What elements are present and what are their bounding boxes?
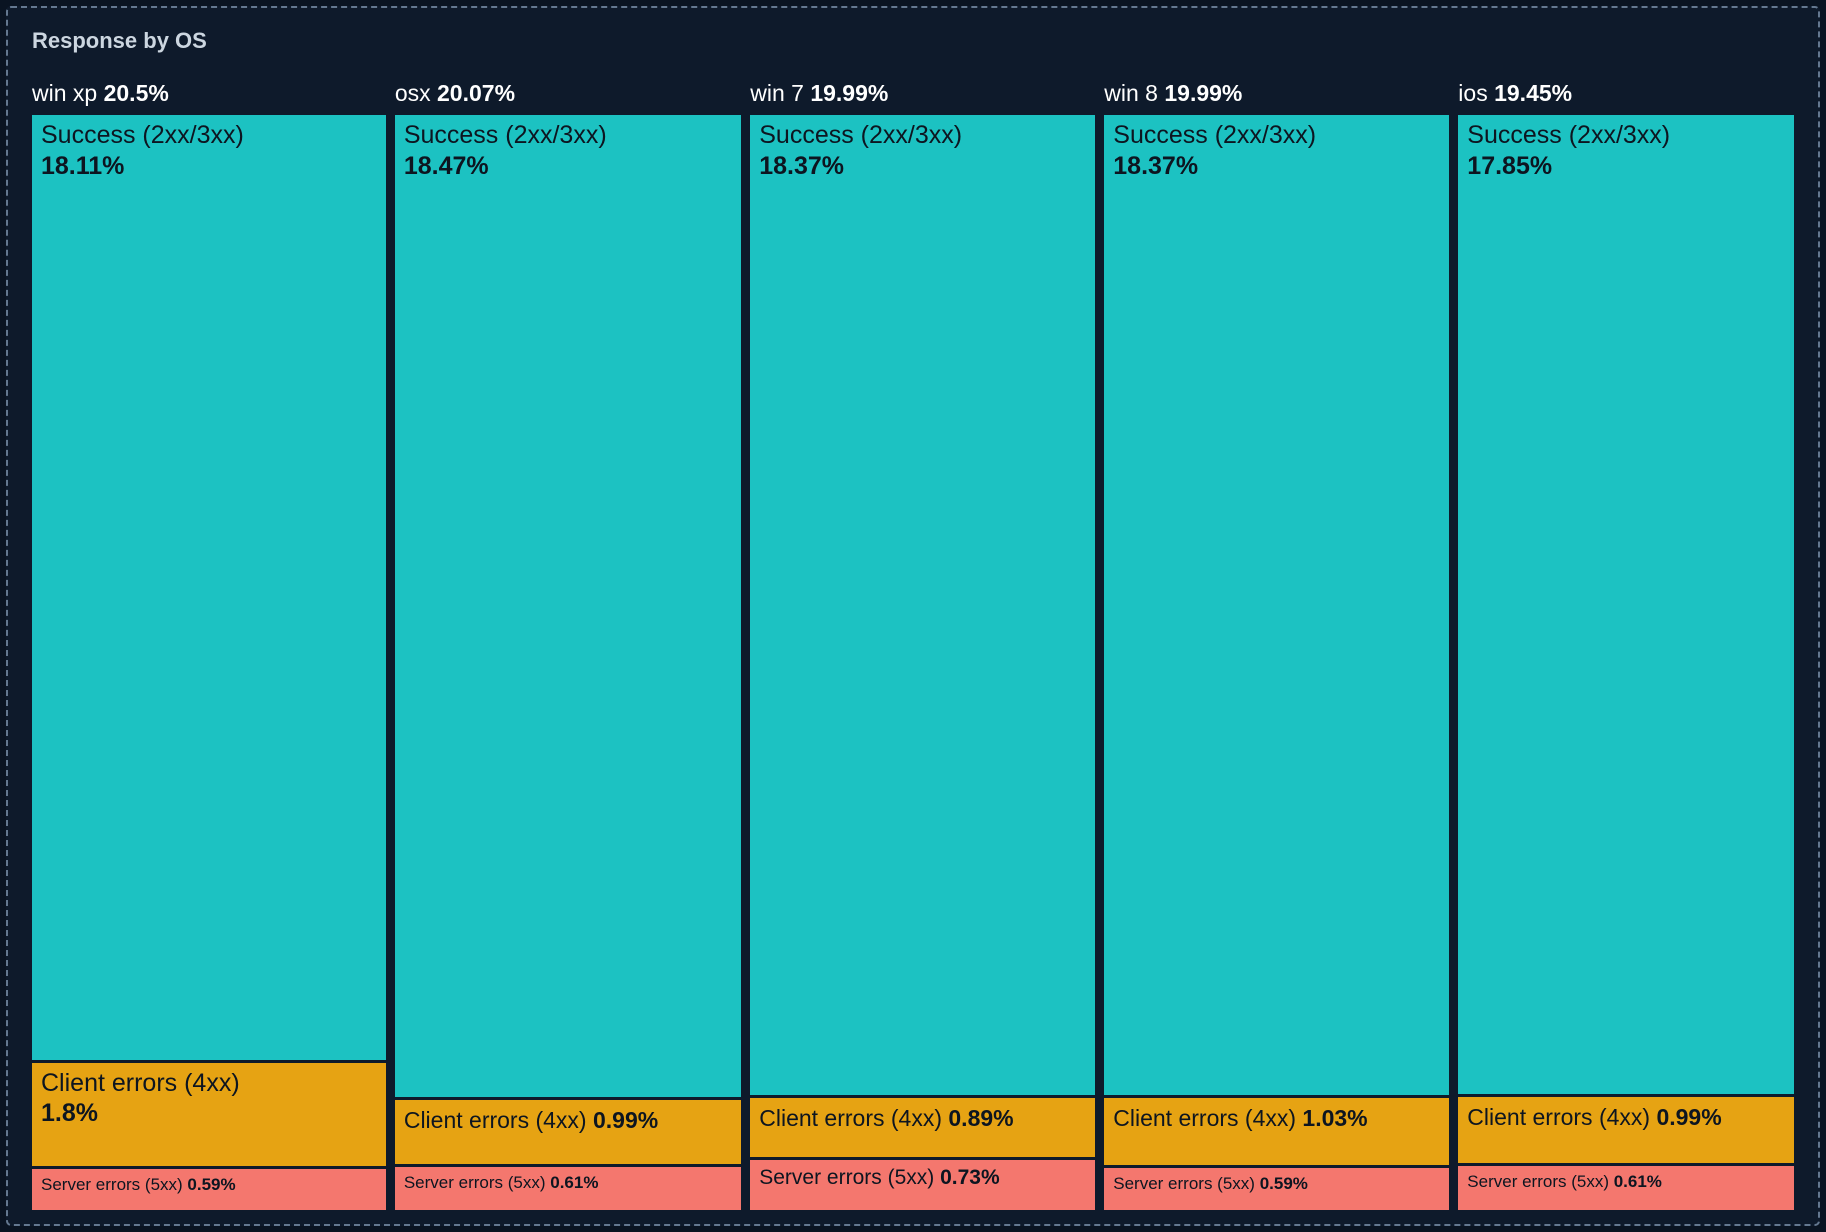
segment-label: Server errors (5xx) bbox=[403, 1172, 551, 1192]
segment-value: 17.85% bbox=[1467, 151, 1553, 180]
segment-label: Server errors (5xx) bbox=[1113, 1173, 1260, 1193]
segment-value: 18.37% bbox=[1113, 151, 1199, 180]
segment-label: Success (2xx/3xx) bbox=[41, 121, 244, 149]
segment-client[interactable]: Client errors (4xx) 1.03% bbox=[1104, 1098, 1450, 1165]
os-name: win 8 bbox=[1104, 80, 1165, 106]
segment-value: 0.61% bbox=[1613, 1171, 1662, 1191]
response-by-os-panel: Response by OS win xp 20.5% Success (2xx/… bbox=[6, 6, 1820, 1226]
os-name: win xp bbox=[32, 80, 104, 106]
segment-server[interactable]: Server errors (5xx) 0.61% bbox=[394, 1166, 742, 1210]
segment-value: 1.8% bbox=[41, 1099, 98, 1128]
segment-value: 18.37% bbox=[759, 151, 845, 180]
segment-value: 0.73% bbox=[940, 1166, 1000, 1190]
segment-value: 18.11% bbox=[41, 151, 125, 180]
segment-label: Server errors (5xx) bbox=[759, 1166, 941, 1190]
column-stack: Success (2xx/3xx) 18.47% Client errors (4x… bbox=[394, 115, 742, 1210]
segment-server[interactable]: Server errors (5xx) 0.61% bbox=[1458, 1165, 1794, 1210]
os-name: ios bbox=[1458, 80, 1495, 106]
column-stack: Success (2xx/3xx) 18.37% Client errors (4x… bbox=[750, 115, 1096, 1210]
segment-label: Client errors (4xx) bbox=[403, 1106, 593, 1133]
treemap-column-win-8: win 8 19.99% Success (2xx/3xx) 18.37% Clien… bbox=[1104, 80, 1450, 1210]
os-total-percent: 20.5% bbox=[103, 80, 169, 106]
segment-success[interactable]: Success (2xx/3xx) 17.85% bbox=[1458, 115, 1794, 1095]
os-total-percent: 19.99% bbox=[810, 80, 889, 106]
column-header: win 8 19.99% bbox=[1104, 80, 1449, 107]
treemap-column-win-7: win 7 19.99% Success (2xx/3xx) 18.37% Clien… bbox=[750, 80, 1096, 1210]
os-total-percent: 20.07% bbox=[437, 80, 516, 106]
treemap-column-ios: ios 19.45% Success (2xx/3xx) 17.85% Client … bbox=[1458, 80, 1794, 1210]
segment-client[interactable]: Client errors (4xx) 0.99% bbox=[1458, 1097, 1794, 1163]
segment-client[interactable]: Client errors (4xx) 1.8% bbox=[32, 1062, 386, 1166]
column-header: osx 20.07% bbox=[395, 80, 741, 107]
segment-value: 1.03% bbox=[1302, 1105, 1368, 1132]
segment-success[interactable]: Success (2xx/3xx) 18.11% bbox=[32, 115, 386, 1060]
segment-value: 0.61% bbox=[550, 1172, 599, 1192]
treemap-column-win-xp: win xp 20.5% Success (2xx/3xx) 18.11% Clien… bbox=[32, 80, 386, 1210]
panel-title: Response by OS bbox=[32, 28, 207, 53]
column-stack: Success (2xx/3xx) 18.11% Client errors (4x… bbox=[32, 115, 386, 1210]
segment-success[interactable]: Success (2xx/3xx) 18.37% bbox=[1104, 115, 1450, 1096]
treemap-column-osx: osx 20.07% Success (2xx/3xx) 18.47% Client … bbox=[394, 80, 742, 1210]
segment-value: 0.99% bbox=[592, 1106, 659, 1133]
segment-server[interactable]: Server errors (5xx) 0.73% bbox=[750, 1160, 1096, 1210]
column-header: win xp 20.5% bbox=[32, 80, 386, 107]
segment-value: 0.99% bbox=[1656, 1104, 1722, 1131]
segment-label: Server errors (5xx) bbox=[41, 1174, 188, 1194]
segment-label: Success (2xx/3xx) bbox=[1113, 121, 1317, 149]
segment-label: Client errors (4xx) bbox=[759, 1105, 949, 1132]
segment-value: 0.89% bbox=[948, 1105, 1014, 1132]
segment-value: 0.59% bbox=[1259, 1173, 1308, 1193]
segment-label: Client errors (4xx) bbox=[1467, 1104, 1657, 1131]
segment-label: Success (2xx/3xx) bbox=[1467, 121, 1671, 149]
segment-success[interactable]: Success (2xx/3xx) 18.47% bbox=[394, 115, 742, 1097]
segment-value: 0.59% bbox=[187, 1174, 236, 1194]
segment-success[interactable]: Success (2xx/3xx) 18.37% bbox=[750, 115, 1096, 1096]
segment-server[interactable]: Server errors (5xx) 0.59% bbox=[1104, 1167, 1450, 1210]
treemap: win xp 20.5% Success (2xx/3xx) 18.11% Clien… bbox=[32, 80, 1794, 1210]
segment-label: Client errors (4xx) bbox=[1113, 1105, 1303, 1132]
column-header: ios 19.45% bbox=[1458, 80, 1794, 107]
column-header: win 7 19.99% bbox=[750, 80, 1095, 107]
os-total-percent: 19.99% bbox=[1164, 80, 1243, 106]
column-stack: Success (2xx/3xx) 17.85% Client errors (4x… bbox=[1458, 115, 1794, 1210]
os-name: win 7 bbox=[750, 80, 811, 106]
os-name: osx bbox=[394, 80, 438, 106]
segment-label: Server errors (5xx) bbox=[1467, 1171, 1614, 1191]
segment-value: 18.47% bbox=[403, 151, 489, 180]
column-stack: Success (2xx/3xx) 18.37% Client errors (4x… bbox=[1104, 115, 1450, 1210]
segment-server[interactable]: Server errors (5xx) 0.59% bbox=[32, 1168, 386, 1210]
segment-label: Client errors (4xx) bbox=[41, 1068, 240, 1097]
segment-client[interactable]: Client errors (4xx) 0.99% bbox=[394, 1099, 742, 1164]
segment-label: Success (2xx/3xx) bbox=[759, 121, 963, 149]
segment-client[interactable]: Client errors (4xx) 0.89% bbox=[750, 1098, 1096, 1158]
os-total-percent: 19.45% bbox=[1494, 80, 1573, 106]
segment-label: Success (2xx/3xx) bbox=[403, 121, 607, 149]
